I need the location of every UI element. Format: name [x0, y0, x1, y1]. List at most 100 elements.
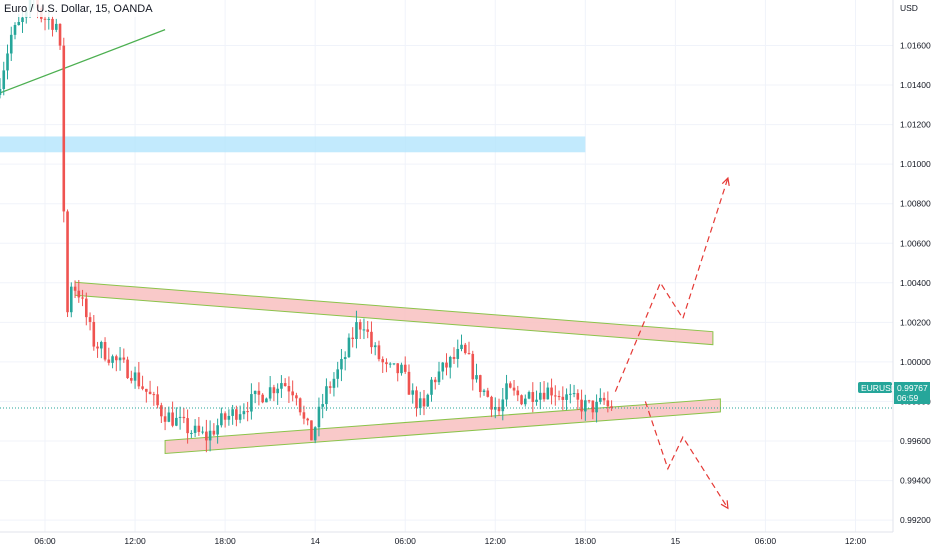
candle-body	[351, 337, 354, 340]
candle-body	[584, 400, 587, 412]
candle-body	[238, 414, 242, 420]
price-tick-label: 1.01000	[900, 159, 931, 169]
price-tick-label: 1.00600	[900, 238, 931, 248]
candle-body	[501, 399, 505, 412]
candle-body	[355, 322, 358, 340]
candle-body	[610, 406, 613, 408]
projection-down-path-arrowhead	[720, 500, 729, 510]
candle-body	[377, 345, 381, 360]
candle-body	[235, 409, 238, 420]
candle-body	[561, 396, 565, 400]
time-tick-label: 12:00	[845, 536, 867, 546]
last-price-label: 0.99767	[897, 383, 928, 393]
symbol-tag-label: EURUSD	[861, 383, 897, 393]
candle-body	[310, 420, 313, 441]
candle-body	[208, 430, 212, 441]
candle-body	[523, 398, 527, 405]
candle-body	[21, 17, 24, 23]
candle-body	[546, 387, 550, 400]
candle-body	[280, 383, 283, 389]
candles	[0, 0, 613, 453]
candle-body	[587, 400, 591, 402]
price-tick-label: 1.00000	[900, 357, 931, 367]
candle-body	[182, 416, 186, 419]
price-tick-label: 1.01400	[900, 80, 931, 90]
candle-body	[250, 394, 253, 412]
candle-body	[13, 25, 17, 35]
candle-body	[512, 387, 516, 391]
price-tick-label: 0.99400	[900, 476, 931, 486]
candle-body	[276, 388, 279, 394]
time-tick-label: 06:00	[395, 536, 417, 546]
countdown-label: 06:59	[897, 393, 919, 403]
price-tick-label: 0.99200	[900, 515, 931, 525]
candle-body	[426, 394, 430, 407]
candle-body	[557, 396, 561, 398]
price-tag[interactable]: EURUSD 0.99767 06:59	[858, 382, 930, 404]
candle-body	[212, 430, 216, 435]
candle-body	[257, 390, 261, 395]
candle-body	[422, 398, 426, 407]
candle-body	[595, 401, 598, 413]
candle-body	[347, 337, 351, 358]
candle-body	[163, 416, 167, 422]
time-tick-label: 12:00	[485, 536, 507, 546]
candle-body	[325, 386, 328, 405]
candle-body	[9, 34, 13, 54]
candle-body	[115, 356, 118, 361]
candle-body	[306, 418, 309, 421]
candle-body	[358, 322, 362, 330]
candle-body	[265, 398, 268, 403]
candle-body	[569, 393, 572, 395]
candle-body	[92, 321, 96, 347]
candle-body	[418, 398, 422, 409]
candle-body	[242, 411, 246, 415]
projection-down-path	[644, 401, 729, 509]
candle-body	[486, 390, 490, 397]
resistance-zone[interactable]	[0, 136, 586, 153]
candle-body	[47, 18, 51, 20]
candle-body	[460, 344, 463, 349]
candle-body	[223, 413, 227, 420]
candle-body	[141, 386, 144, 389]
candle-body	[205, 431, 208, 441]
candle-body	[122, 357, 126, 360]
candle-body	[403, 364, 407, 372]
candle-body	[66, 211, 69, 313]
candle-body	[160, 405, 163, 417]
time-axis[interactable]	[0, 532, 932, 550]
candle-body	[43, 18, 47, 20]
candle-body	[415, 390, 418, 409]
candle-body	[336, 369, 339, 379]
time-tick-label: 18:00	[214, 536, 236, 546]
candle-body	[508, 383, 512, 388]
candle-body	[381, 359, 385, 363]
candle-body	[227, 415, 231, 420]
candle-body	[171, 412, 174, 426]
candle-body	[516, 390, 520, 396]
candle-body	[396, 363, 400, 374]
candle-body	[148, 391, 152, 395]
projection-paths[interactable]	[614, 176, 730, 510]
price-axis[interactable]	[893, 0, 932, 532]
candle-body	[385, 362, 388, 365]
candle-body	[531, 392, 535, 402]
candle-body	[400, 364, 403, 374]
candle-body	[51, 18, 54, 30]
candle-body	[321, 404, 324, 407]
candle-body	[527, 392, 531, 399]
price-tick-label: 1.01600	[900, 40, 931, 50]
symbol-title[interactable]: Euro / U.S. Dollar, 15, OANDA	[4, 3, 153, 15]
candle-body	[201, 431, 204, 433]
candle-body	[591, 400, 595, 413]
last-price-tag	[894, 382, 930, 404]
candle-body	[145, 388, 148, 392]
candle-body	[216, 425, 219, 435]
trend-line[interactable]	[0, 29, 166, 94]
currency-label: USD	[900, 3, 918, 13]
candle-body	[291, 391, 294, 396]
candle-body	[343, 357, 347, 360]
candle-body	[190, 432, 193, 434]
candle-body	[606, 400, 610, 407]
